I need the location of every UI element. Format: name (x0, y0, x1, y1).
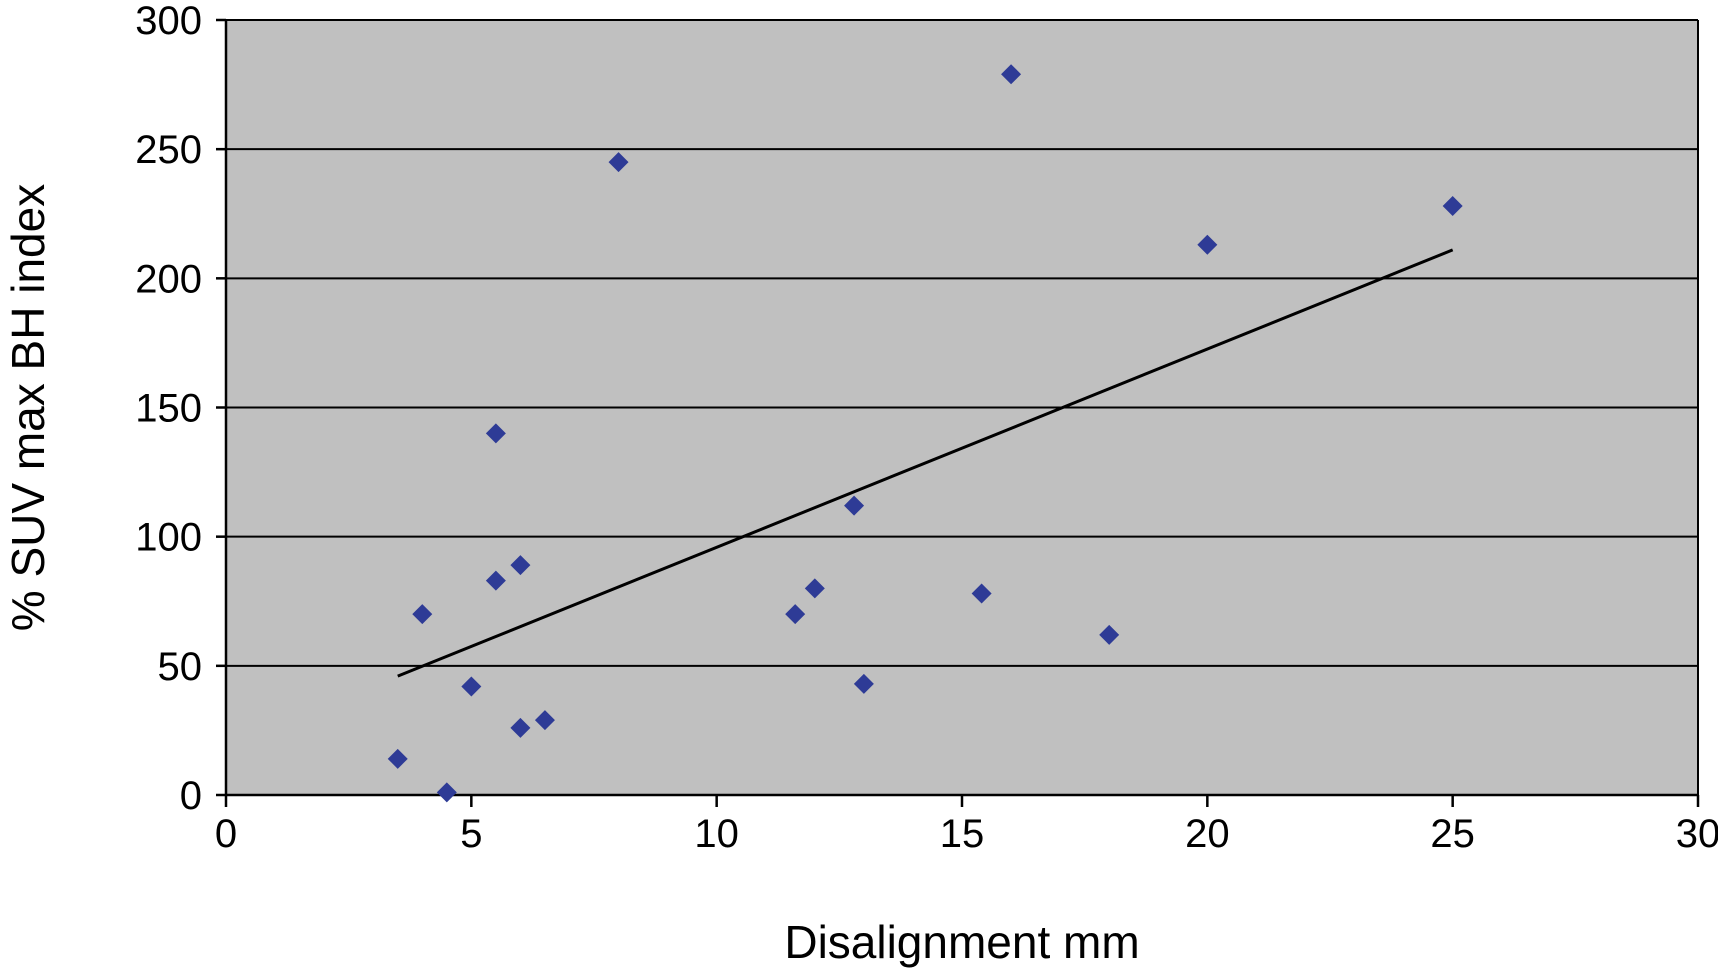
y-tick-label: 200 (135, 257, 202, 301)
x-tick-label: 0 (215, 812, 237, 856)
y-tick-label: 0 (180, 774, 202, 818)
data-point (844, 495, 865, 516)
data-point (608, 152, 629, 173)
data-point (1442, 196, 1463, 216)
x-tick-label: 25 (1430, 812, 1475, 856)
x-tick-label: 30 (1676, 812, 1718, 856)
data-point (785, 604, 806, 625)
data-point (485, 570, 506, 591)
x-tick-label: 10 (694, 812, 739, 856)
data-point (971, 583, 992, 604)
y-tick-label: 300 (135, 0, 202, 43)
data-point (436, 782, 457, 803)
x-axis-title: Disalignment mm (784, 916, 1139, 968)
data-point (510, 717, 531, 738)
data-point (387, 748, 408, 769)
y-tick-label: 100 (135, 516, 202, 560)
data-point (510, 555, 531, 576)
trendline (397, 248, 1454, 678)
data-point (1197, 234, 1218, 255)
x-tick-label: 5 (460, 812, 482, 856)
data-point (534, 710, 555, 731)
y-tick-label: 250 (135, 128, 202, 172)
data-point (461, 676, 482, 697)
data-point (485, 423, 506, 444)
y-axis-title: % SUV max BH index (2, 184, 54, 631)
x-tick-label: 15 (940, 812, 985, 856)
y-tick-label: 150 (135, 387, 202, 431)
data-point (1001, 64, 1022, 85)
data-point (804, 578, 825, 599)
data-point (1099, 624, 1120, 645)
x-tick-label: 20 (1185, 812, 1230, 856)
data-point (412, 604, 433, 625)
data-point (853, 673, 874, 694)
y-tick-label: 50 (158, 645, 203, 689)
